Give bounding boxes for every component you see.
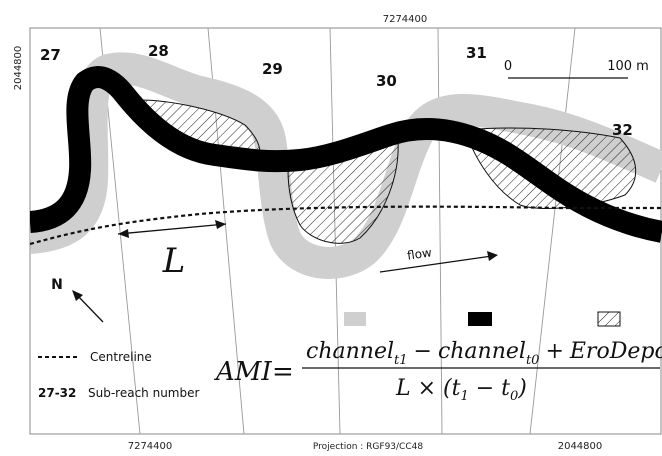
legend-swatch-new-channel — [468, 312, 492, 326]
reach-boundary — [529, 28, 576, 434]
coord-bottom-left: 7274400 — [128, 441, 173, 452]
channel-t1 — [30, 66, 662, 243]
arrow-head — [118, 229, 129, 238]
formula-numerator: channelt1− channelt0 + EroDepo — [306, 339, 662, 368]
flow-arrow — [379, 255, 493, 273]
arrow-head — [72, 290, 83, 301]
arrow-head — [215, 220, 226, 229]
centreline-path — [30, 205, 662, 246]
legend-centreline-label: Centreline — [90, 350, 152, 364]
reach-number: 31 — [466, 44, 487, 62]
ami-formula: AMI = channelt1− channelt0 + EroDepo L × (t… — [214, 339, 662, 404]
legend-swatch-erodepo — [597, 311, 621, 327]
legend-swatch-old-channel — [344, 312, 366, 326]
reach-boundary — [437, 28, 443, 434]
legend-subreach-bold: 27-32 — [38, 386, 76, 400]
length-label: L — [162, 241, 186, 281]
coord-left: 2044800 — [13, 46, 24, 91]
coord-bottom-right: 2044800 — [558, 441, 603, 452]
flow-label: flow — [406, 245, 433, 262]
north-label: N — [51, 277, 63, 293]
reach-number: 27 — [40, 46, 61, 64]
projection-label: Projection : RGF93/CC48 — [313, 442, 423, 452]
formula-denominator: L × (t1 − t0) — [395, 376, 527, 404]
formula-lhs: AMI — [214, 357, 272, 387]
legend-subreach-label: Sub-reach number — [88, 386, 199, 400]
reach-number: 32 — [612, 121, 633, 139]
length-arrow — [117, 223, 227, 235]
reach-number: 29 — [262, 60, 283, 78]
channel-t0 — [30, 52, 662, 279]
north-arrow — [75, 293, 104, 323]
coord-top: 7274400 — [383, 14, 428, 25]
arrow-head — [487, 251, 498, 261]
scale-label: 100 m — [607, 59, 649, 74]
reach-number: 30 — [376, 72, 397, 90]
formula-equals: = — [272, 357, 294, 387]
scale-zero: 0 — [504, 59, 512, 74]
reach-number: 28 — [148, 42, 169, 60]
